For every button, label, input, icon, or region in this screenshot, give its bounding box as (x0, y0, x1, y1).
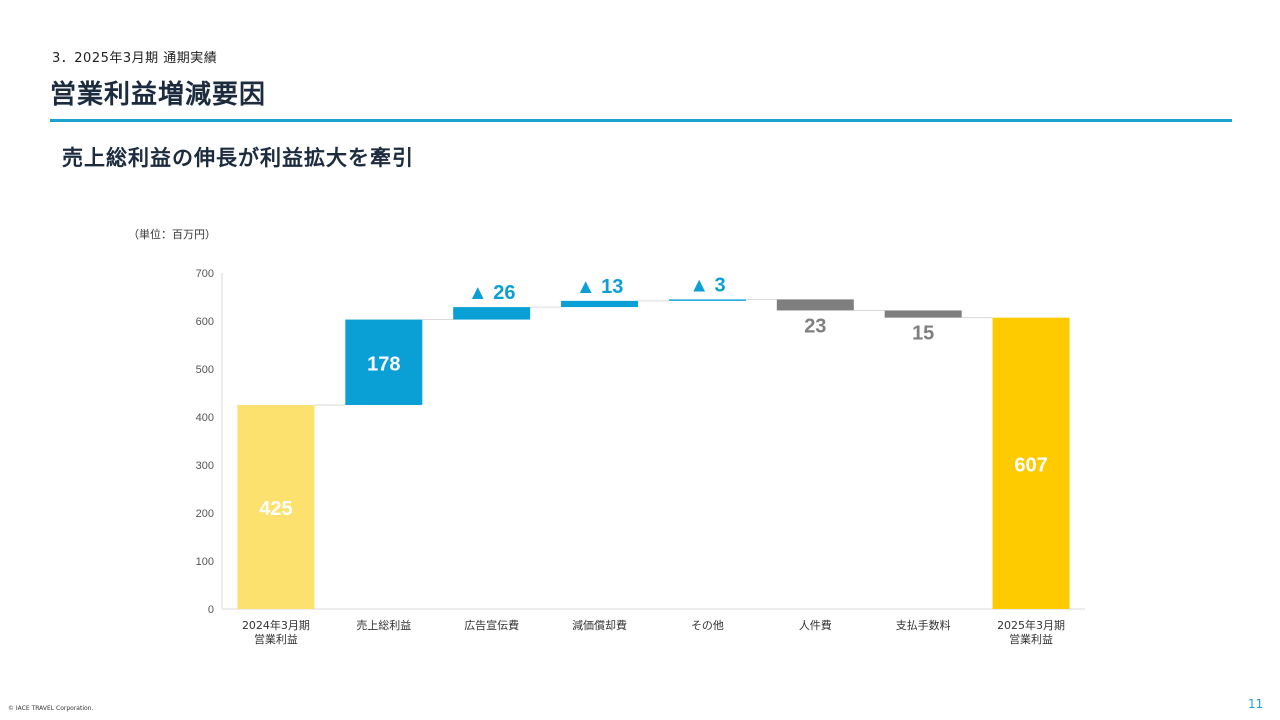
y-tick-label: 600 (196, 316, 214, 328)
title-divider (50, 119, 1232, 122)
y-tick-label: 100 (196, 556, 214, 568)
page-title: 営業利益増減要因 (50, 80, 267, 110)
waterfall-bar (561, 300, 639, 308)
data-label: ▲ 13 (576, 276, 624, 298)
y-tick-label: 200 (196, 508, 214, 520)
x-tick-label: 人件費 (799, 618, 832, 632)
y-tick-label: 300 (196, 460, 214, 472)
x-tick-label: 営業利益 (254, 632, 298, 646)
waterfall-bar (668, 299, 746, 301)
data-label: ▲ 26 (468, 282, 516, 304)
data-label: 607 (1014, 454, 1047, 476)
page-subtitle: 売上総利益の伸長が利益拡大を牽引 (62, 146, 414, 170)
x-tick-label: 売上総利益 (356, 618, 411, 632)
x-tick-label: その他 (691, 619, 724, 632)
waterfall-bar (884, 310, 962, 318)
y-tick-label: 500 (196, 364, 214, 376)
x-tick-label: 広告宣伝費 (464, 618, 519, 632)
waterfall-bar (345, 319, 423, 405)
page-number: 11 (1248, 697, 1264, 711)
copyright: © IACE TRAVEL Corporation. (8, 705, 94, 712)
waterfall-bar (453, 307, 531, 320)
x-tick-label: 2025年3月期 (997, 618, 1065, 632)
waterfall-bar (776, 299, 854, 311)
y-tick-label: 0 (208, 604, 214, 616)
y-tick-label: 700 (196, 268, 214, 280)
waterfall-bar (992, 317, 1070, 609)
x-tick-label: 減価償却費 (572, 618, 627, 632)
x-tick-label: 支払手数料 (896, 618, 951, 632)
data-label: 425 (259, 498, 292, 520)
x-tick-label: 2024年3月期 (242, 618, 310, 632)
section-heading: 3．2025年3月期 通期実績 (52, 51, 218, 66)
x-tick-label: 営業利益 (1009, 632, 1053, 646)
unit-label: （単位：百万円） (128, 228, 216, 241)
waterfall-bar (237, 405, 315, 609)
data-label: ▲ 3 (689, 274, 725, 296)
y-tick-label: 400 (196, 412, 214, 424)
data-label: 178 (367, 353, 400, 375)
data-label: 15 (912, 323, 934, 345)
data-label: 23 (804, 315, 826, 337)
